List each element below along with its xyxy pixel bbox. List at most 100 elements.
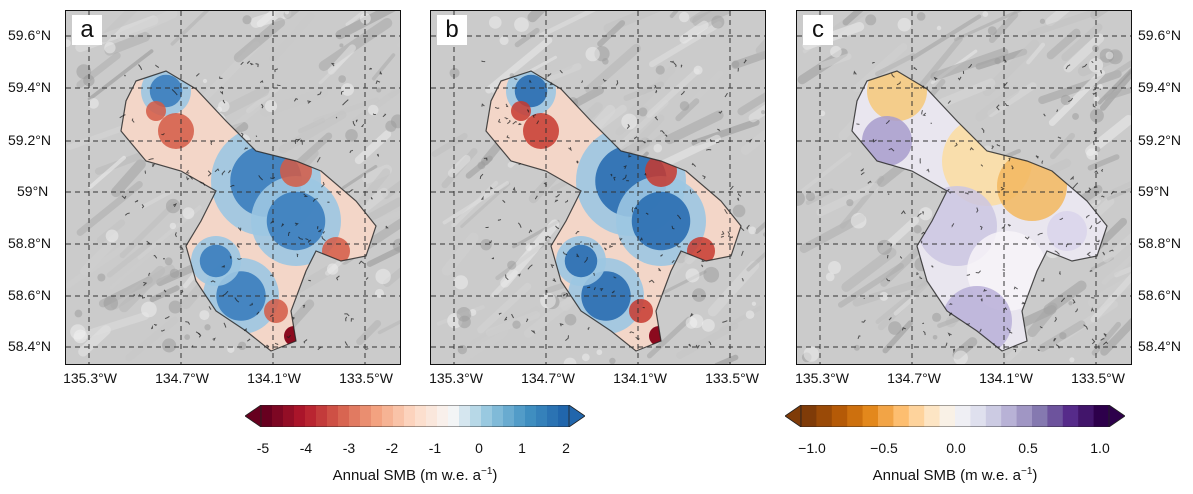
colorbar-diff-tick: 1.0 bbox=[1090, 440, 1110, 456]
lat-label-right: 59.6°N bbox=[1138, 27, 1181, 43]
colorbar-segment bbox=[360, 405, 372, 427]
colorbar-segment bbox=[985, 405, 1002, 427]
map-panel-c: c bbox=[796, 10, 1132, 365]
colorbar-segment bbox=[272, 405, 284, 427]
colorbar-smb-label-sup: −1 bbox=[481, 466, 493, 477]
colorbar-segment bbox=[393, 405, 405, 427]
lon-label: 134.7°W bbox=[887, 370, 941, 386]
colorbar-smb-tick: 2 bbox=[562, 440, 570, 456]
lat-label-right: 59.4°N bbox=[1138, 79, 1181, 95]
lat-label-left: 58.4°N bbox=[8, 338, 51, 354]
colorbar-segment bbox=[470, 405, 482, 427]
lat-label-right: 58.6°N bbox=[1138, 287, 1181, 303]
colorbar-segment bbox=[831, 405, 848, 427]
lat-label-left: 59.4°N bbox=[8, 79, 51, 95]
colorbar-segment bbox=[536, 405, 548, 427]
colorbar-segment bbox=[1001, 405, 1018, 427]
colorbar-segment bbox=[1047, 405, 1064, 427]
colorbar-segment bbox=[349, 405, 361, 427]
lat-label-left: 59.6°N bbox=[8, 27, 51, 43]
colorbar-segment bbox=[878, 405, 894, 427]
lat-label-right: 58.8°N bbox=[1138, 235, 1181, 251]
colorbar-diff-tick: 0.0 bbox=[946, 440, 966, 456]
map-panel-a: a bbox=[65, 10, 401, 365]
colorbar-segment bbox=[426, 405, 438, 427]
colorbar-segment bbox=[316, 405, 328, 427]
colorbar-smb-label: Annual SMB (m w.e. a−1) bbox=[333, 466, 498, 484]
colorbar-segment bbox=[294, 405, 306, 427]
colorbar-smb-tick: -1 bbox=[428, 440, 442, 456]
colorbar-segment bbox=[547, 405, 559, 427]
lat-label-left: 58.8°N bbox=[8, 235, 51, 251]
colorbar-segment bbox=[371, 405, 383, 427]
lon-label: 135.3°W bbox=[795, 370, 849, 386]
colorbar-segment bbox=[492, 405, 504, 427]
colorbar-smb bbox=[245, 405, 585, 427]
colorbar-smb-label-main: Annual SMB (m w.e. a bbox=[332, 467, 481, 484]
lat-label-left: 58.6°N bbox=[8, 287, 51, 303]
lon-label: 135.3°W bbox=[63, 370, 117, 386]
colorbar-smb-tick: 1 bbox=[518, 440, 526, 456]
colorbar-segment bbox=[801, 405, 817, 427]
terrain-map-b bbox=[431, 11, 765, 364]
colorbar-segment bbox=[382, 405, 394, 427]
lat-label-right: 58.4°N bbox=[1138, 338, 1181, 354]
colorbar-smb-tick: -4 bbox=[299, 440, 313, 456]
colorbar-smb-tick: -5 bbox=[256, 440, 270, 456]
lat-label-right: 59°N bbox=[1138, 183, 1170, 199]
colorbar-segment bbox=[939, 405, 956, 427]
colorbar-segment bbox=[893, 405, 910, 427]
colorbar-diff-label: Annual SMB (m w.e. a−1) bbox=[873, 466, 1038, 484]
lon-label: 134.7°W bbox=[521, 370, 575, 386]
colorbar-diff-tick: 0.5 bbox=[1018, 440, 1038, 456]
colorbar-diff bbox=[785, 405, 1125, 427]
colorbar-segment bbox=[924, 405, 941, 427]
lat-label-right: 59.2°N bbox=[1138, 132, 1181, 148]
colorbar-segment bbox=[305, 405, 317, 427]
lon-label: 134.7°W bbox=[155, 370, 209, 386]
colorbar-segment bbox=[283, 405, 295, 427]
colorbar-smb-label-end: ) bbox=[492, 467, 498, 484]
colorbar-smb-tick: -2 bbox=[385, 440, 399, 456]
colorbar-segment bbox=[525, 405, 537, 427]
lon-label: 134.1°W bbox=[613, 370, 667, 386]
panel-label-c: c bbox=[803, 15, 833, 45]
colorbar-segment bbox=[415, 405, 427, 427]
colorbar-smb-tick: -3 bbox=[342, 440, 356, 456]
terrain-map-c bbox=[797, 11, 1131, 364]
colorbar-diff-label-end: ) bbox=[1032, 467, 1038, 484]
colorbar-diff-tick: −1.0 bbox=[798, 440, 826, 456]
lon-label: 134.1°W bbox=[247, 370, 301, 386]
colorbar-segment bbox=[459, 405, 471, 427]
colorbar-segment bbox=[327, 405, 339, 427]
colorbar-segment bbox=[955, 405, 971, 427]
colorbar-segment bbox=[862, 405, 879, 427]
colorbar-segment bbox=[503, 405, 515, 427]
lon-label: 134.1°W bbox=[979, 370, 1033, 386]
colorbar-segment bbox=[816, 405, 833, 427]
panel-label-a: a bbox=[72, 15, 102, 45]
colorbar-segment bbox=[338, 405, 350, 427]
colorbar-segment bbox=[448, 405, 460, 427]
colorbar-diff-label-main: Annual SMB (m w.e. a bbox=[872, 467, 1021, 484]
lat-label-left: 59.2°N bbox=[8, 132, 51, 148]
colorbar-segment bbox=[1093, 405, 1110, 427]
colorbar-segment bbox=[847, 405, 864, 427]
colorbar-segment bbox=[437, 405, 449, 427]
colorbar-diff-tick: −0.5 bbox=[870, 440, 898, 456]
colorbar-segment bbox=[1016, 405, 1033, 427]
panel-label-b: b bbox=[437, 15, 467, 45]
colorbar-smb-tick: 0 bbox=[475, 440, 483, 456]
colorbar-diff-label-sup: −1 bbox=[1021, 466, 1033, 477]
colorbar-segment bbox=[1078, 405, 1095, 427]
colorbar-segment bbox=[514, 405, 526, 427]
lon-label: 133.5°W bbox=[705, 370, 759, 386]
colorbar-segment bbox=[1062, 405, 1079, 427]
colorbar-segment bbox=[404, 405, 416, 427]
colorbar-segment bbox=[1032, 405, 1048, 427]
colorbar-segment bbox=[970, 405, 987, 427]
map-panel-b: b bbox=[430, 10, 766, 365]
lon-label: 133.5°W bbox=[339, 370, 393, 386]
colorbar-segment bbox=[558, 405, 570, 427]
colorbar-segment bbox=[908, 405, 925, 427]
